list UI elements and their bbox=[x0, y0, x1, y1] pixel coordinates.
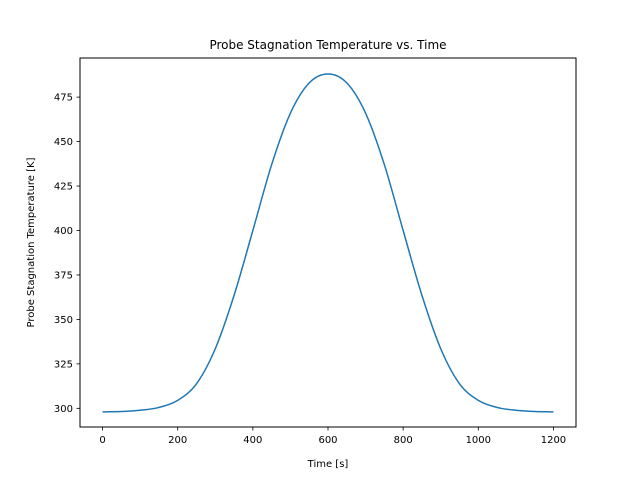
plot-area bbox=[102, 73, 554, 413]
y-tick-label: 300 bbox=[54, 404, 73, 415]
y-tick-label: 325 bbox=[54, 359, 73, 370]
x-tick-label: 1000 bbox=[466, 435, 491, 446]
chart-title: Probe Stagnation Temperature vs. Time bbox=[209, 38, 446, 52]
y-tick-label: 450 bbox=[54, 137, 73, 148]
x-tick-label: 800 bbox=[394, 435, 413, 446]
x-axis: 0 200 400 600 800 1000 1200 bbox=[99, 427, 566, 446]
x-tick-label: 600 bbox=[318, 435, 337, 446]
y-tick-label: 375 bbox=[54, 270, 73, 281]
y-axis-label: Probe Stagnation Temperature [K] bbox=[26, 157, 37, 327]
y-tick-label: 400 bbox=[54, 226, 73, 237]
y-axis: 300 325 350 375 400 425 450 475 bbox=[54, 93, 80, 415]
series-line-0 bbox=[102, 73, 554, 413]
y-tick-label: 475 bbox=[54, 93, 73, 104]
x-tick-label: 0 bbox=[99, 435, 105, 446]
x-tick-label: 200 bbox=[168, 435, 187, 446]
y-tick-label: 350 bbox=[54, 315, 73, 326]
x-tick-label: 1200 bbox=[541, 435, 566, 446]
x-tick-label: 400 bbox=[243, 435, 262, 446]
y-tick-label: 425 bbox=[54, 182, 73, 193]
x-axis-label: Time [s] bbox=[307, 459, 349, 470]
